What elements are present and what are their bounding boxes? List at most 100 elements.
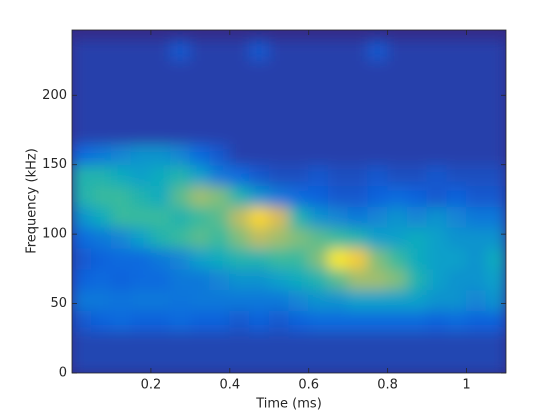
heatmap-cell xyxy=(150,164,172,187)
heatmap-cell xyxy=(130,247,152,270)
heatmap-cell xyxy=(406,60,428,82)
heatmap-cell xyxy=(130,101,152,124)
heatmap-cell xyxy=(308,101,329,124)
heatmap-cell xyxy=(130,80,152,103)
heatmap-cell xyxy=(387,80,408,103)
heatmap-cell xyxy=(347,289,369,312)
heatmap-cell xyxy=(485,185,506,207)
heatmap-cell xyxy=(327,247,349,270)
heatmap-cell xyxy=(110,122,132,145)
heatmap-cell xyxy=(426,205,448,228)
heatmap-cell xyxy=(72,143,93,166)
x-tick-label: 0.8 xyxy=(377,378,398,393)
heatmap-cell xyxy=(367,351,389,373)
heatmap-cell xyxy=(249,185,270,207)
heatmap-cell xyxy=(308,205,329,228)
heatmap-cell xyxy=(485,122,506,145)
heatmap-cell xyxy=(170,39,191,62)
heatmap-cell xyxy=(327,185,349,207)
heatmap-cell xyxy=(229,80,251,103)
heatmap-cell xyxy=(308,80,329,103)
heatmap-cell xyxy=(446,226,468,249)
heatmap-cell xyxy=(308,351,329,373)
heatmap-cell xyxy=(72,39,93,62)
heatmap-cell xyxy=(485,39,506,62)
heatmap-cell xyxy=(446,351,468,373)
heatmap-cell xyxy=(150,101,172,124)
heatmap-cell xyxy=(268,122,290,145)
heatmap-cell xyxy=(485,164,506,187)
heatmap-cell xyxy=(327,205,349,228)
heatmap-cell xyxy=(327,122,349,145)
heatmap-cell xyxy=(209,164,231,187)
heatmap-cell xyxy=(406,310,428,332)
heatmap-cell xyxy=(170,185,191,207)
heatmap-cell xyxy=(130,60,152,82)
heatmap-cell xyxy=(387,330,408,353)
heatmap-cell xyxy=(91,164,112,187)
heatmap-cell xyxy=(327,60,349,82)
heatmap-cell xyxy=(327,164,349,187)
heatmap-cell xyxy=(170,351,191,373)
heatmap-cell xyxy=(387,164,408,187)
heatmap-cell xyxy=(308,185,329,207)
heatmap-cell xyxy=(426,60,448,82)
heatmap-cell xyxy=(288,164,310,187)
heatmap-cell xyxy=(229,289,251,312)
heatmap-cell xyxy=(189,164,211,187)
heatmap-cell xyxy=(72,122,93,145)
heatmap-cell xyxy=(249,122,270,145)
heatmap-cell xyxy=(209,289,231,312)
heatmap-cell xyxy=(308,289,329,312)
heatmap-cell xyxy=(406,80,428,103)
heatmap-cell xyxy=(72,310,93,332)
heatmap-cell xyxy=(327,101,349,124)
heatmap-cell xyxy=(110,247,132,270)
heatmap-cell xyxy=(189,80,211,103)
heatmap-cell xyxy=(446,143,468,166)
heatmap-cell xyxy=(327,80,349,103)
heatmap-cell xyxy=(367,185,389,207)
heatmap-cell xyxy=(229,101,251,124)
heatmap-cell xyxy=(249,205,270,228)
heatmap-cell xyxy=(466,226,487,249)
heatmap-cell xyxy=(170,101,191,124)
heatmap-cell xyxy=(150,39,172,62)
heatmap-cell xyxy=(209,143,231,166)
heatmap-cell xyxy=(72,330,93,353)
heatmap-cell xyxy=(130,310,152,332)
heatmap-cell xyxy=(130,351,152,373)
heatmap-cell xyxy=(308,268,329,291)
heatmap-cell xyxy=(268,310,290,332)
heatmap-cell xyxy=(367,101,389,124)
heatmap-cell xyxy=(347,268,369,291)
heatmap-cell xyxy=(189,122,211,145)
heatmap-cell xyxy=(327,226,349,249)
heatmap-cell xyxy=(485,226,506,249)
heatmap-cell xyxy=(466,164,487,187)
heatmap-cell xyxy=(308,164,329,187)
heatmap-cell xyxy=(72,101,93,124)
heatmap-cell xyxy=(189,39,211,62)
heatmap-cell xyxy=(170,226,191,249)
heatmap-cell xyxy=(150,330,172,353)
heatmap-cell xyxy=(249,289,270,312)
heatmap-cell xyxy=(426,143,448,166)
heatmap-cell xyxy=(466,351,487,373)
heatmap-cell xyxy=(209,268,231,291)
heatmap-cell xyxy=(406,205,428,228)
heatmap-cell xyxy=(150,226,172,249)
heatmap-cell xyxy=(72,164,93,187)
heatmap-cell xyxy=(91,226,112,249)
heatmap-cell xyxy=(170,143,191,166)
heatmap-cell xyxy=(426,80,448,103)
heatmap-cell xyxy=(387,122,408,145)
heatmap-cell xyxy=(308,39,329,62)
heatmap-cell xyxy=(150,351,172,373)
heatmap-cell xyxy=(91,39,112,62)
heatmap-cell xyxy=(367,122,389,145)
heatmap-cell xyxy=(229,205,251,228)
axes: 0.2 0.4 0.6 0.8 1 0 50 100 150 200 xyxy=(42,29,507,393)
heatmap-cell xyxy=(347,330,369,353)
heatmap-cell xyxy=(406,143,428,166)
